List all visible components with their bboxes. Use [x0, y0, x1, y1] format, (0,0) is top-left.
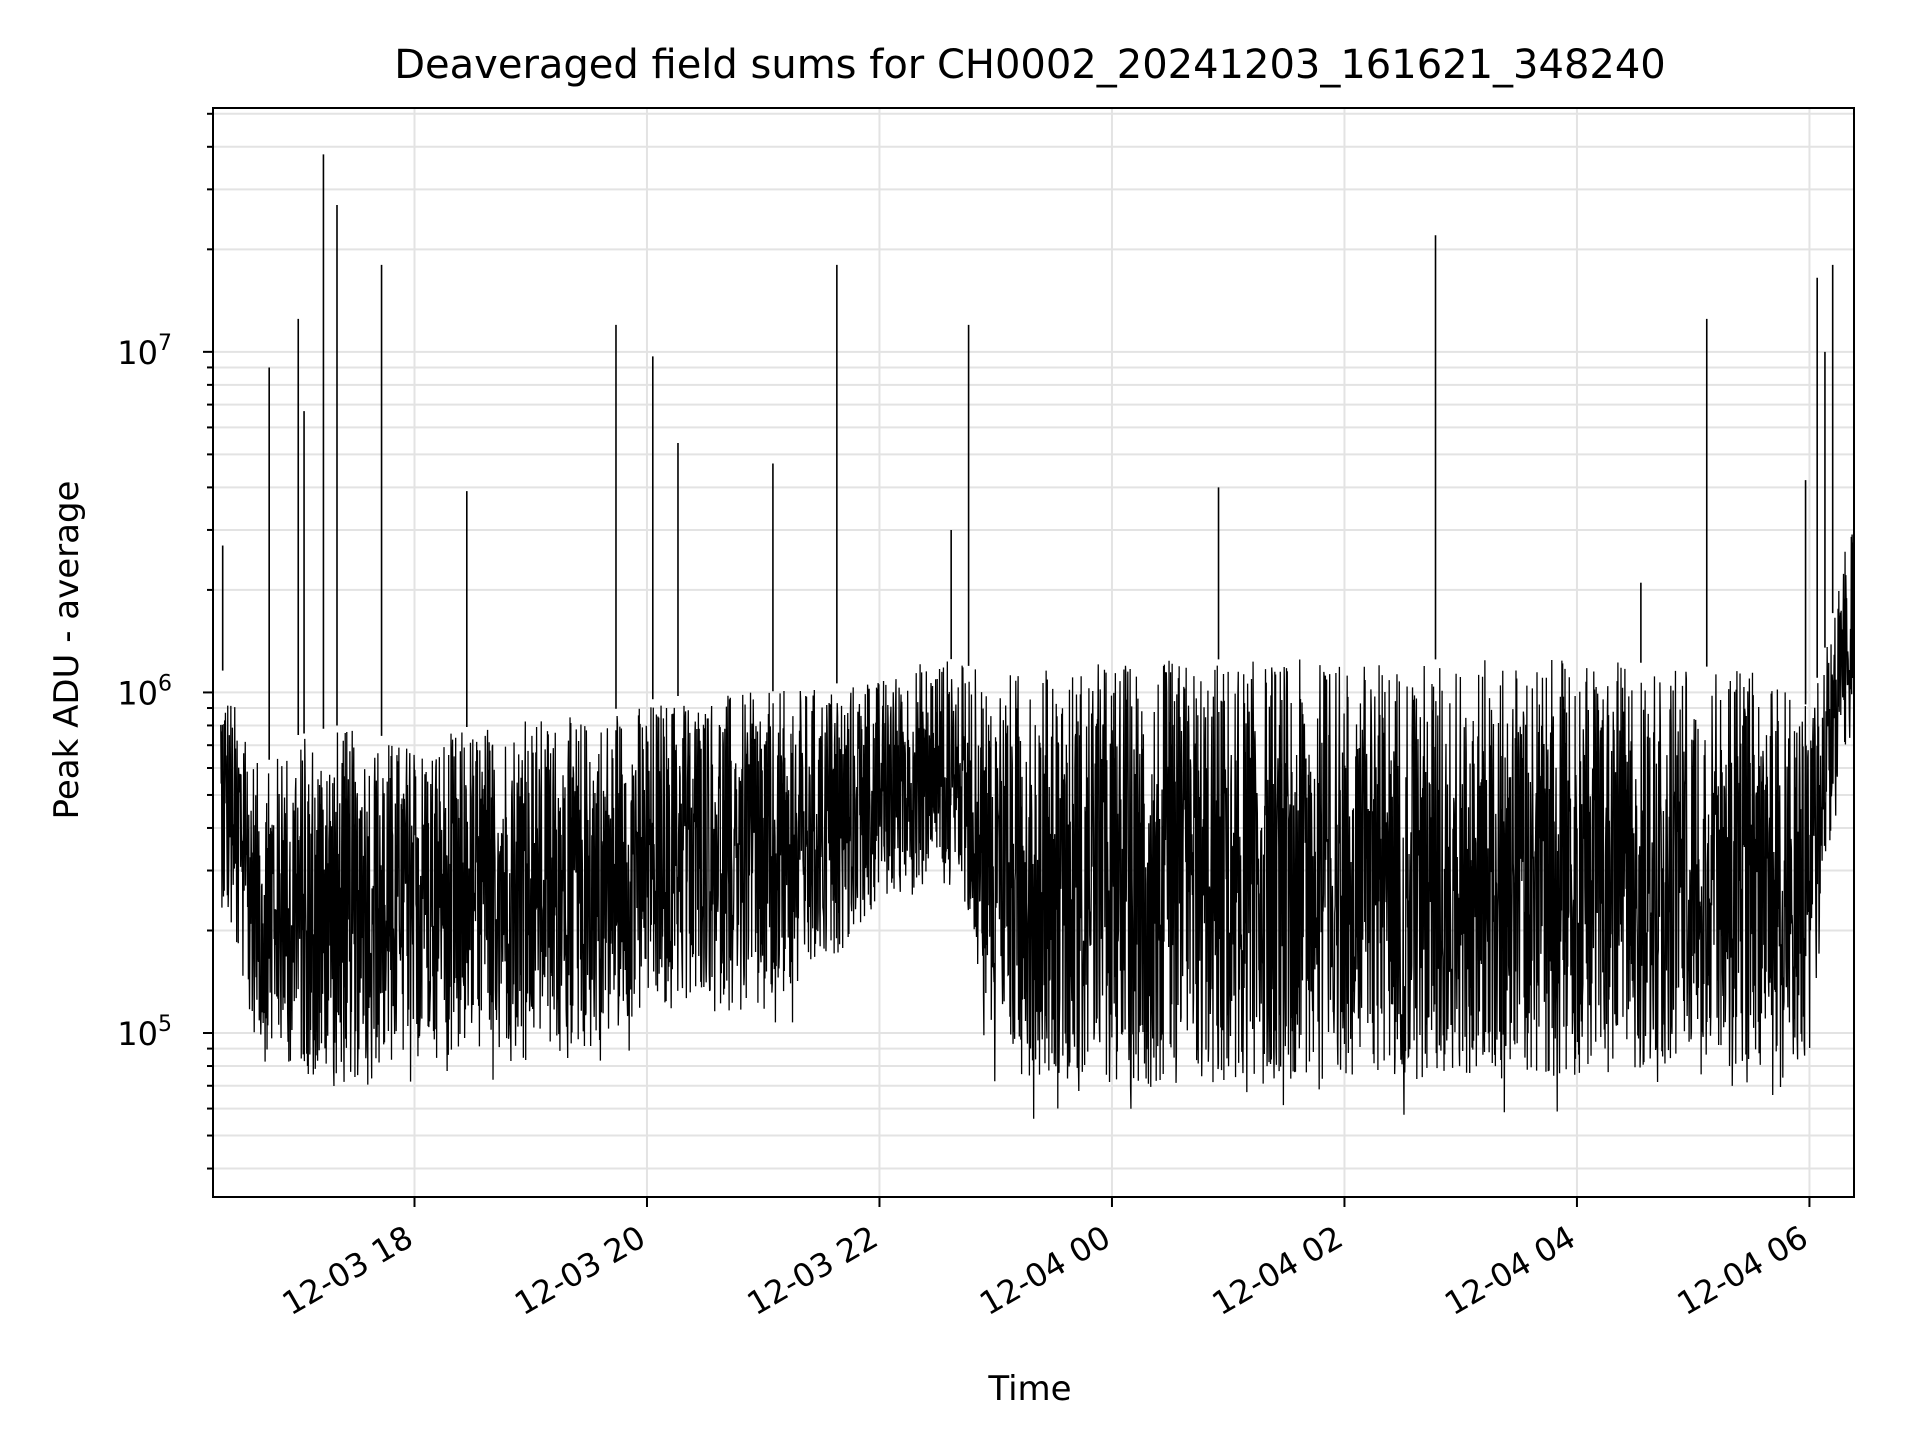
grid — [213, 108, 1854, 1197]
y-tick-base: 10 — [117, 334, 158, 372]
y-tick-exponent: 6 — [158, 671, 172, 696]
data-series — [220, 154, 1855, 1119]
plot-frame — [212, 107, 1855, 1198]
y-tick-base: 10 — [117, 1015, 158, 1053]
y-tick-base: 10 — [117, 674, 158, 712]
x-axis-label: Time — [987, 1369, 1071, 1409]
y-tick-exponent: 5 — [158, 1012, 172, 1037]
x-tick-label: 12-04 02 — [1206, 1218, 1350, 1323]
x-tick-label: 12-04 00 — [973, 1218, 1117, 1323]
x-tick-label: 12-04 04 — [1438, 1218, 1582, 1323]
x-tick-label: 12-03 18 — [276, 1218, 420, 1323]
y-tick-label: 107 — [117, 331, 172, 372]
y-axis-label: Peak ADU - average — [47, 481, 87, 820]
x-tick-label: 12-03 20 — [508, 1218, 652, 1323]
y-tick-label: 105 — [117, 1012, 172, 1053]
y-tick-label: 106 — [117, 671, 172, 712]
series-line — [220, 532, 1855, 1119]
y-tick-exponent: 7 — [158, 331, 172, 356]
chart-title: Deaveraged field sums for CH0002_2024120… — [394, 42, 1666, 88]
x-tick-label: 12-03 22 — [741, 1218, 885, 1323]
x-tick-label: 12-04 06 — [1671, 1218, 1815, 1323]
